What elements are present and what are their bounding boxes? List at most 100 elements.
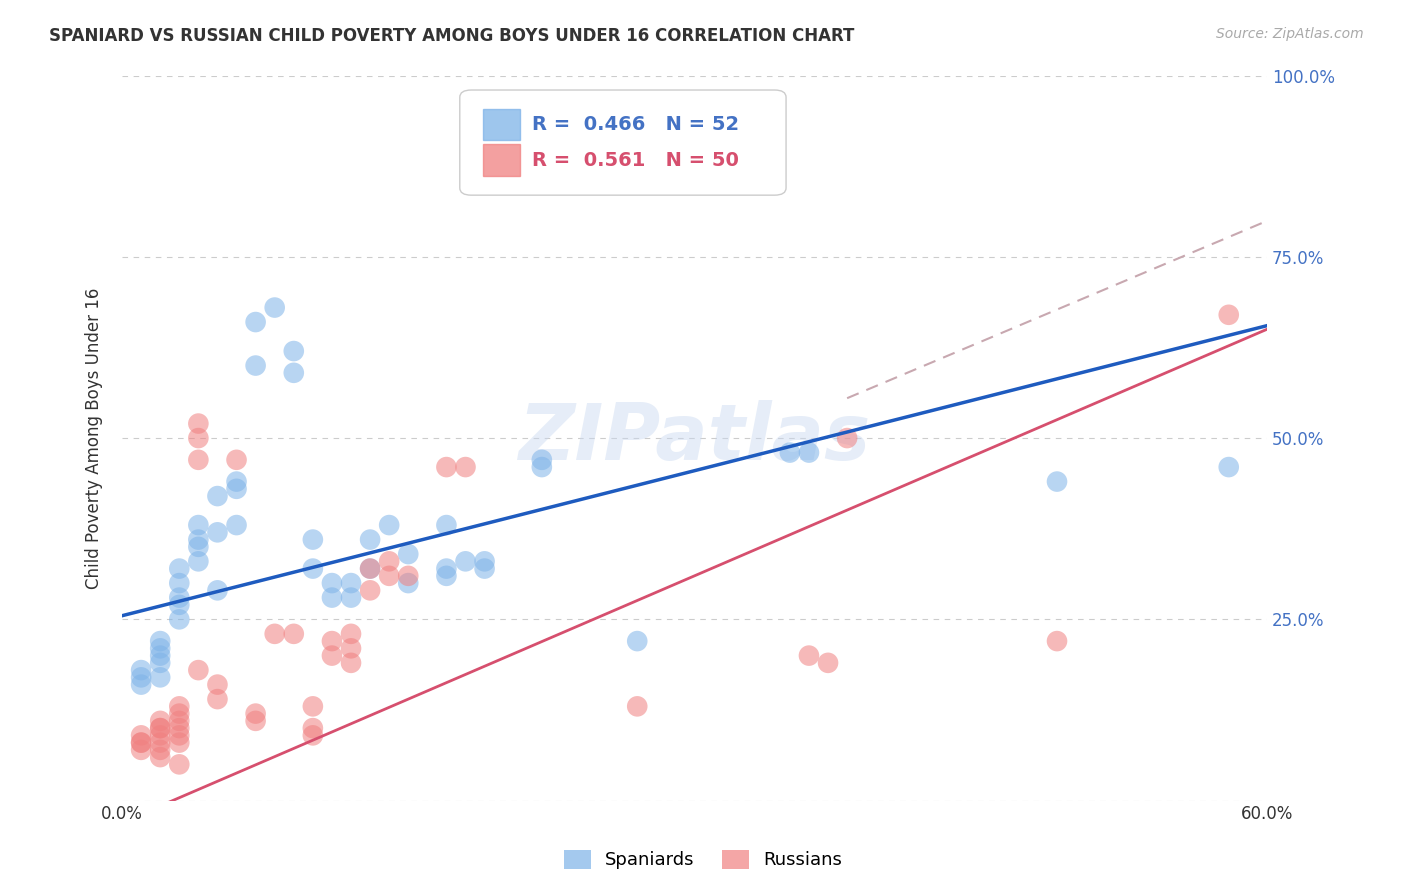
Point (302, 561, 325, 575)
Point (436, 561, 458, 575)
Point (340, 591, 363, 605)
Point (283, 366, 305, 380)
Point (187, 431, 209, 445)
Point (149, 634, 172, 648)
Point (187, 518, 209, 533)
Point (359, 561, 381, 575)
Point (396, 547, 419, 561)
Point (149, 721, 172, 735)
Point (474, 554, 496, 568)
Point (263, 627, 285, 641)
Point (340, 641, 363, 656)
Point (129, 670, 152, 684)
Point (225, 452, 247, 467)
Point (359, 583, 381, 598)
Point (378, 518, 401, 533)
Point (169, 598, 191, 612)
Point (1046, 475, 1069, 489)
Point (207, 677, 229, 691)
Point (1218, 460, 1240, 475)
Point (187, 540, 209, 554)
Point (359, 533, 381, 547)
Point (245, 706, 267, 721)
Point (302, 728, 325, 742)
Point (359, 561, 381, 575)
Point (149, 670, 172, 684)
Point (797, 445, 820, 459)
Point (530, 460, 553, 475)
Text: R =  0.561   N = 50: R = 0.561 N = 50 (531, 151, 738, 169)
Point (149, 743, 172, 757)
Text: ZIPatlas: ZIPatlas (519, 401, 870, 476)
Point (283, 344, 305, 359)
Point (817, 656, 839, 670)
Point (169, 728, 191, 742)
Point (302, 533, 325, 547)
Point (187, 554, 209, 568)
FancyBboxPatch shape (460, 90, 786, 195)
Point (149, 750, 172, 764)
Point (225, 482, 247, 496)
Point (169, 576, 191, 591)
Point (530, 452, 553, 467)
Point (321, 576, 343, 591)
Point (207, 583, 229, 598)
Point (245, 359, 267, 373)
Point (454, 554, 477, 568)
Point (245, 315, 267, 329)
Point (169, 591, 191, 605)
Point (169, 561, 191, 575)
Point (321, 648, 343, 663)
Point (321, 591, 343, 605)
Text: R =  0.466   N = 52: R = 0.466 N = 52 (531, 114, 740, 134)
Point (169, 714, 191, 728)
Point (149, 641, 172, 656)
Point (837, 431, 859, 445)
Point (225, 475, 247, 489)
FancyBboxPatch shape (482, 145, 520, 176)
Point (187, 452, 209, 467)
Point (245, 714, 267, 728)
Point (1218, 308, 1240, 322)
Text: SPANIARD VS RUSSIAN CHILD POVERTY AMONG BOYS UNDER 16 CORRELATION CHART: SPANIARD VS RUSSIAN CHILD POVERTY AMONG … (49, 27, 855, 45)
Point (187, 417, 209, 431)
Point (149, 714, 172, 728)
Point (169, 699, 191, 714)
Point (797, 648, 820, 663)
Point (436, 569, 458, 583)
Legend: Spaniards, Russians: Spaniards, Russians (555, 841, 851, 879)
Point (129, 728, 152, 742)
Point (396, 569, 419, 583)
Point (378, 569, 401, 583)
Point (340, 576, 363, 591)
Point (149, 721, 172, 735)
Point (207, 692, 229, 706)
Point (169, 706, 191, 721)
Point (283, 627, 305, 641)
Point (779, 445, 801, 459)
Point (169, 721, 191, 735)
Point (129, 663, 152, 677)
Point (321, 634, 343, 648)
Point (149, 728, 172, 742)
Point (169, 612, 191, 626)
Point (187, 663, 209, 677)
Point (207, 525, 229, 540)
Point (378, 554, 401, 568)
Point (169, 736, 191, 750)
Y-axis label: Child Poverty Among Boys Under 16: Child Poverty Among Boys Under 16 (86, 287, 103, 589)
FancyBboxPatch shape (482, 109, 520, 140)
Point (474, 561, 496, 575)
Point (129, 736, 152, 750)
Point (169, 757, 191, 772)
Point (1046, 634, 1069, 648)
Point (129, 677, 152, 691)
Point (454, 460, 477, 475)
Point (302, 721, 325, 735)
Point (626, 699, 648, 714)
Point (129, 736, 152, 750)
Point (396, 576, 419, 591)
Point (207, 489, 229, 503)
Point (436, 460, 458, 475)
Point (626, 634, 648, 648)
